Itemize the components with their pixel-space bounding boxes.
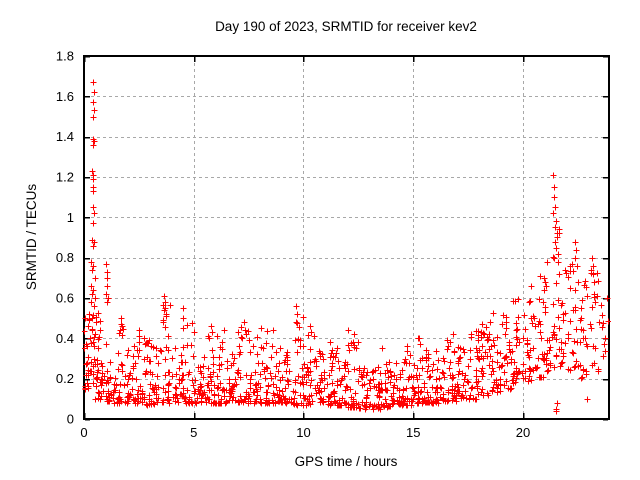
y-tick-label: 0 bbox=[67, 412, 74, 427]
scatter-points bbox=[82, 79, 611, 415]
y-tick-label: 1.6 bbox=[56, 89, 74, 104]
y-axis-label: SRMTID / TECUs bbox=[24, 184, 39, 291]
y-tick-label: 0.6 bbox=[56, 291, 74, 306]
y-tick-labels: 0 0.2 0.4 0.6 0.8 1 1.2 1.4 1.6 1.8 bbox=[56, 49, 74, 427]
y-tick-label: 0.4 bbox=[56, 331, 74, 346]
y-tick-label: 0.2 bbox=[56, 371, 74, 386]
x-tick-label: 15 bbox=[406, 425, 420, 440]
chart-title: Day 190 of 2023, SRMTID for receiver kev… bbox=[215, 19, 477, 34]
y-tick-label: 1.4 bbox=[56, 129, 74, 144]
y-tick-label: 1.2 bbox=[56, 170, 74, 185]
x-tick-label: 5 bbox=[190, 425, 197, 440]
x-tick-labels: 0 5 10 15 20 bbox=[80, 425, 530, 440]
y-tick-label: 0.8 bbox=[56, 250, 74, 265]
gridlines bbox=[85, 57, 608, 418]
x-tick-label: 20 bbox=[516, 425, 530, 440]
x-axis-label: GPS time / hours bbox=[295, 454, 398, 469]
plot-border bbox=[83, 55, 610, 420]
y-tick-label: 1.8 bbox=[56, 49, 74, 64]
scatter-series-srmtid bbox=[82, 79, 611, 415]
x-tick-label: 10 bbox=[296, 425, 310, 440]
y-tick-label: 1 bbox=[67, 210, 74, 225]
x-tick-label: 0 bbox=[80, 425, 87, 440]
